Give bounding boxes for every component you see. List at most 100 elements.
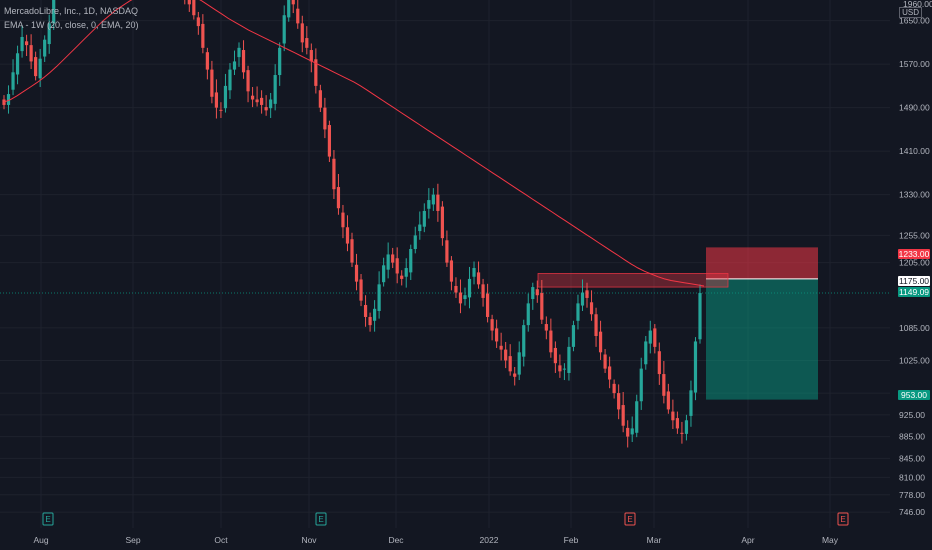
candle[interactable] [282,5,286,52]
candle[interactable] [445,230,449,267]
candle[interactable] [196,11,200,35]
candle[interactable] [386,242,390,279]
candle[interactable] [562,363,567,381]
candle[interactable] [305,26,309,55]
candle[interactable] [187,0,191,12]
candle[interactable] [359,274,363,307]
candle[interactable] [205,47,209,80]
candle[interactable] [657,342,661,385]
candle[interactable] [413,226,417,254]
resistance-zone[interactable] [537,273,729,288]
candle[interactable] [689,380,693,427]
candle[interactable] [52,0,56,30]
candle[interactable] [598,320,603,360]
candle[interactable] [472,261,476,285]
candle[interactable] [603,349,607,373]
candle[interactable] [192,0,196,20]
candle[interactable] [391,247,395,269]
candle[interactable] [436,183,440,222]
candle[interactable] [499,332,503,361]
candle[interactable] [698,284,702,344]
candle[interactable] [24,34,29,56]
candle[interactable] [617,384,621,420]
candle[interactable] [382,257,386,287]
candle[interactable] [336,173,341,215]
candle[interactable] [255,86,259,107]
candle[interactable] [513,366,517,386]
candle[interactable] [558,354,562,378]
candle[interactable] [535,280,539,303]
candle[interactable] [314,48,318,94]
earnings-event-icon[interactable]: E [837,512,849,526]
candle[interactable] [278,42,282,86]
candle[interactable] [476,261,481,289]
earnings-event-icon[interactable]: E [315,512,327,526]
candle[interactable] [29,34,33,70]
candle[interactable] [219,102,223,118]
candle[interactable] [635,394,639,438]
earnings-event-icon[interactable]: E [42,512,54,526]
candle[interactable] [662,361,666,404]
candle[interactable] [666,383,670,414]
candle[interactable] [296,0,300,29]
candle[interactable] [490,314,494,341]
candle[interactable] [309,43,313,73]
candle[interactable] [223,73,228,113]
candle[interactable] [427,188,431,219]
candle[interactable] [463,287,467,306]
candle[interactable] [544,316,548,340]
candle[interactable] [576,294,580,330]
candle[interactable] [354,253,359,291]
candle[interactable] [350,232,354,267]
candle[interactable] [680,421,684,444]
candle[interactable] [553,341,557,373]
candle[interactable] [567,337,571,381]
candle[interactable] [372,300,377,332]
candle[interactable] [241,40,246,79]
candle[interactable] [422,203,426,233]
candle[interactable] [409,244,413,281]
candle[interactable] [404,258,408,288]
candle[interactable] [345,215,350,252]
earnings-event-icon[interactable]: E [624,512,636,526]
candle[interactable] [693,337,698,401]
candle[interactable] [418,211,422,240]
candle[interactable] [11,59,15,96]
candle[interactable] [201,14,205,54]
candle[interactable] [531,282,535,310]
candle[interactable] [377,271,381,319]
candle[interactable] [250,86,255,108]
candle[interactable] [517,341,521,381]
candle[interactable] [608,356,612,389]
candle[interactable] [228,63,232,99]
candle[interactable] [612,379,616,399]
candle[interactable] [504,341,508,369]
candle[interactable] [626,420,630,448]
candle[interactable] [6,85,11,114]
candle[interactable] [341,204,345,239]
candle[interactable] [264,95,268,116]
candle[interactable] [653,324,657,354]
candle[interactable] [644,336,648,370]
candle[interactable] [300,15,304,53]
time-axis[interactable] [0,528,890,550]
candle[interactable] [232,50,237,76]
candle[interactable] [549,318,553,358]
candle[interactable] [368,312,372,332]
price-axis[interactable] [890,0,932,550]
candle[interactable] [327,120,332,163]
candle[interactable] [571,320,576,352]
candle[interactable] [287,0,291,22]
candle[interactable] [400,270,404,286]
candle[interactable] [495,319,499,348]
candle[interactable] [15,45,20,85]
candle[interactable] [467,266,472,309]
candle[interactable] [34,51,38,81]
candle[interactable] [214,79,219,119]
candle[interactable] [485,283,490,323]
candle[interactable] [449,256,454,291]
candle[interactable] [522,319,526,367]
candle[interactable] [183,0,186,5]
candle[interactable] [481,278,485,307]
candle[interactable] [431,188,435,211]
